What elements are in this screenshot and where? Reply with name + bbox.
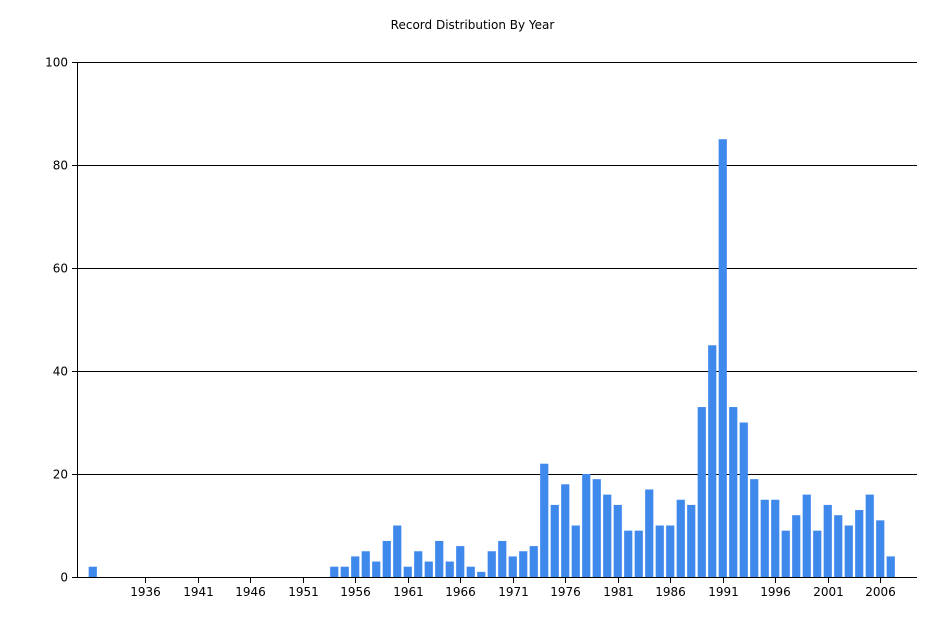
bar [351, 556, 360, 577]
bar [886, 556, 895, 577]
bar [340, 566, 349, 577]
bar [88, 566, 97, 577]
bar [393, 525, 402, 577]
bar [613, 504, 622, 577]
bar [687, 504, 696, 577]
x-tick-label: 1956 [340, 585, 371, 599]
bar [330, 566, 339, 577]
bar [456, 546, 465, 577]
bar [739, 422, 748, 577]
bar [571, 525, 580, 577]
bar [729, 407, 738, 577]
bar [561, 484, 570, 577]
x-tick-label: 1941 [183, 585, 214, 599]
x-tick-label: 1951 [288, 585, 319, 599]
y-tick-label: 60 [53, 262, 68, 276]
bar [813, 530, 822, 577]
bar [403, 566, 412, 577]
bar [708, 345, 717, 577]
bar [760, 499, 769, 577]
y-tick-label: 40 [53, 365, 68, 379]
bar [435, 540, 444, 577]
bar [666, 525, 675, 577]
y-tick-label: 20 [53, 468, 68, 482]
x-tick-label: 1981 [603, 585, 634, 599]
bar [508, 556, 517, 577]
x-tick-label: 1946 [235, 585, 266, 599]
bar [834, 515, 843, 577]
bar [823, 504, 832, 577]
bar [477, 571, 486, 577]
x-tick-label: 1986 [655, 585, 686, 599]
x-tick-label: 1996 [760, 585, 791, 599]
bar [645, 489, 654, 577]
bar [361, 551, 370, 577]
bar [781, 530, 790, 577]
bar [624, 530, 633, 577]
y-tick-label: 0 [60, 571, 68, 585]
x-tick-label: 1936 [130, 585, 161, 599]
bar [582, 474, 591, 577]
x-tick-label: 1961 [393, 585, 424, 599]
x-tick-label: 1966 [445, 585, 476, 599]
x-tick-label: 2001 [813, 585, 844, 599]
bar [697, 407, 706, 577]
bar [855, 510, 864, 577]
bar [372, 561, 381, 577]
x-tick-label: 1976 [550, 585, 581, 599]
bar [865, 494, 874, 577]
bar [550, 504, 559, 577]
bar [466, 566, 475, 577]
bar [718, 139, 727, 577]
bar [445, 561, 454, 577]
bar [540, 463, 549, 577]
x-tick-label: 1971 [498, 585, 529, 599]
y-tick-label: 80 [53, 159, 68, 173]
bar [424, 561, 433, 577]
bar [498, 540, 507, 577]
bar [519, 551, 528, 577]
bar [750, 479, 759, 577]
x-tick-label: 1991 [708, 585, 739, 599]
bar [802, 494, 811, 577]
bar [676, 499, 685, 577]
bar [382, 540, 391, 577]
bar [655, 525, 664, 577]
x-tick-label: 2006 [865, 585, 896, 599]
bar [487, 551, 496, 577]
y-tick-label: 100 [45, 56, 68, 70]
bar [844, 525, 853, 577]
bar [792, 515, 801, 577]
bar [876, 520, 885, 577]
bar [771, 499, 780, 577]
bar [603, 494, 612, 577]
chart-title: Record Distribution By Year [390, 18, 555, 32]
bar [634, 530, 643, 577]
bar [529, 546, 538, 577]
bar [414, 551, 423, 577]
bar [592, 479, 601, 577]
